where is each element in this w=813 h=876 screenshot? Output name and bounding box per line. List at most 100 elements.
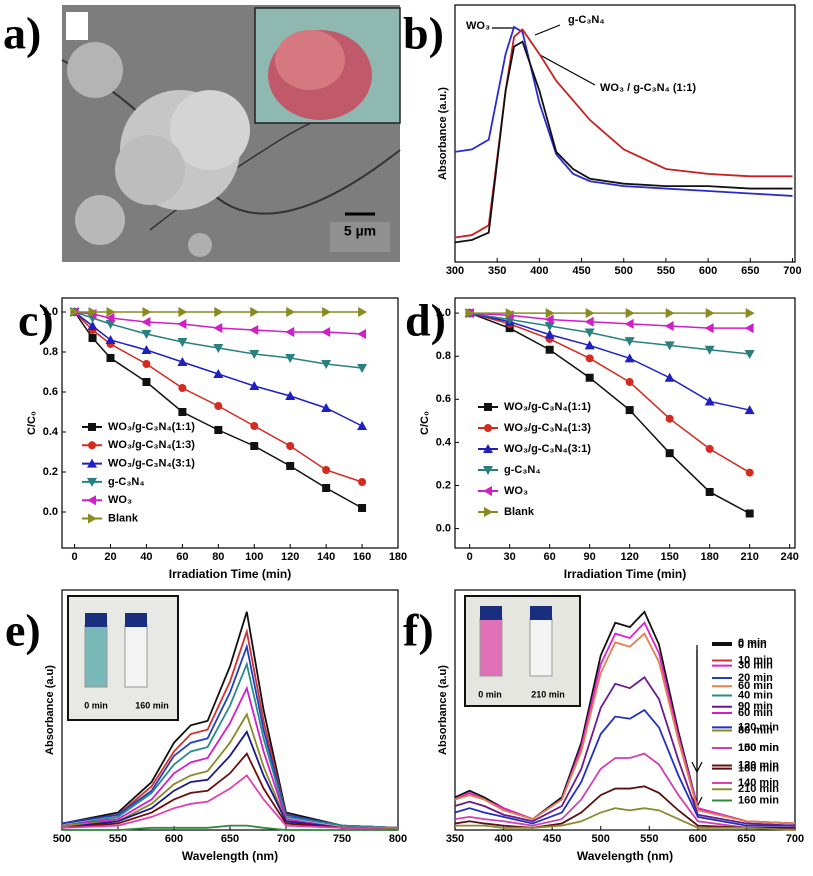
data-point <box>624 353 635 363</box>
annotation: g-C₃N₄ <box>568 14 605 26</box>
data-point <box>178 384 187 392</box>
data-point <box>106 354 115 362</box>
legend-label: g-C₃N₄ <box>504 464 541 476</box>
data-point <box>106 307 116 317</box>
plot-frame <box>454 297 796 549</box>
data-point <box>105 320 116 329</box>
x-tick-label: 700 <box>277 833 295 845</box>
data-point <box>105 313 115 323</box>
legend-label: g-C₃N₄ <box>108 476 145 488</box>
y-tick-label: 1.0 <box>436 307 451 319</box>
data-point <box>544 329 555 339</box>
x-axis-label: Wavelength (nm) <box>182 849 278 863</box>
x-tick-label: 300 <box>446 265 464 277</box>
data-point <box>87 321 98 330</box>
series-line <box>454 40 793 244</box>
data-point <box>214 402 223 410</box>
panel-label: f) <box>403 605 434 656</box>
data-point <box>625 406 634 415</box>
legend-marker <box>483 466 493 475</box>
data-point <box>88 334 97 342</box>
x-tick-label: 210 <box>740 551 758 563</box>
legend-marker <box>87 458 97 468</box>
x-tick-label: 80 <box>212 551 224 563</box>
plot-frame <box>454 589 796 831</box>
inset-label: 210 min <box>531 689 565 699</box>
legend-marker <box>483 444 493 453</box>
series-line <box>74 311 363 335</box>
legend-label: WO₃ <box>504 485 528 497</box>
x-tick-label: 600 <box>165 833 183 845</box>
legend-label: 100 min <box>738 742 779 754</box>
legend-marker <box>88 513 97 524</box>
annotation: WO₃ <box>466 20 490 32</box>
y-axis-label: C/C₀ <box>419 411 431 435</box>
legend-label: 120 min <box>738 759 779 771</box>
x-tick-label: 750 <box>333 833 351 845</box>
legend-marker <box>87 477 97 487</box>
series-line <box>74 311 363 483</box>
x-tick-label: 20 <box>104 551 116 563</box>
data-point <box>584 316 594 327</box>
data-point <box>704 396 715 406</box>
series-line <box>454 28 793 239</box>
legend-label: 120 min <box>738 721 779 733</box>
x-tick-label: 500 <box>53 833 71 845</box>
series-line <box>469 312 751 474</box>
data-point <box>249 325 259 335</box>
x-tick-label: 30 <box>504 551 516 563</box>
x-tick-label: 650 <box>737 833 755 845</box>
y-tick-label: 1.0 <box>43 306 58 318</box>
data-point <box>705 444 714 453</box>
data-point <box>250 422 259 430</box>
data-point <box>285 391 296 400</box>
data-point <box>664 372 675 382</box>
x-tick-label: 60 <box>544 551 556 563</box>
data-point <box>358 307 368 317</box>
legend-label: WO₃/g-C₃N₄(3:1) <box>108 458 195 470</box>
data-point <box>745 509 754 518</box>
y-tick-label: 0.6 <box>43 386 58 398</box>
data-point <box>142 360 151 368</box>
legend-label: WO₃/g-C₃N₄(1:3) <box>108 439 195 451</box>
data-point <box>322 484 331 492</box>
data-point <box>249 381 260 390</box>
series-line <box>62 824 398 831</box>
data-point <box>250 442 259 450</box>
data-point <box>321 403 332 412</box>
data-point <box>321 360 332 369</box>
x-tick-label: 500 <box>615 265 633 277</box>
x-axis-label: Wavelength (nm) <box>577 849 673 863</box>
x-tick-label: 120 <box>620 551 638 563</box>
data-point <box>585 308 595 319</box>
series-line <box>454 675 796 827</box>
data-point <box>624 337 635 347</box>
data-point <box>665 414 674 423</box>
y-axis-label: Absorbance (a.u) <box>437 665 449 755</box>
plot-frame <box>454 4 796 263</box>
y-tick-label: 0.8 <box>436 350 451 362</box>
data-point <box>322 466 331 474</box>
x-tick-label: 450 <box>572 265 590 277</box>
series-line <box>61 661 399 829</box>
data-point <box>88 307 98 317</box>
data-point <box>704 323 714 334</box>
series-line <box>61 685 398 829</box>
data-point <box>585 354 594 363</box>
data-point <box>141 330 152 339</box>
data-point <box>545 308 555 319</box>
data-point <box>357 364 368 373</box>
x-tick-label: 600 <box>689 833 707 845</box>
series-line <box>469 312 751 515</box>
data-point <box>249 350 260 359</box>
series-line <box>74 311 363 369</box>
data-point <box>745 468 754 477</box>
legend-marker <box>484 424 492 432</box>
series-line <box>469 312 750 411</box>
data-point <box>545 345 554 354</box>
x-axis-label: Irradiation Time (min) <box>564 567 686 581</box>
data-point <box>544 322 555 332</box>
data-point <box>744 350 755 360</box>
x-tick-label: 700 <box>786 833 804 845</box>
data-point <box>665 308 675 319</box>
